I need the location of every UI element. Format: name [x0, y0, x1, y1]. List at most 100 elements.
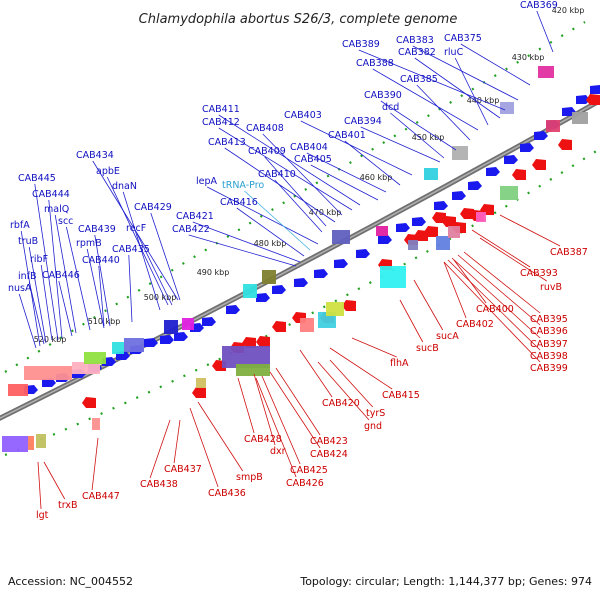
leader-line [414, 57, 501, 119]
gene-label-tyrs: tyrS [366, 408, 385, 419]
leader-line [136, 233, 173, 306]
forward-gene-arrow [314, 269, 328, 278]
leader-line [380, 100, 457, 151]
gene-label-cab434: CAB434 [76, 150, 114, 161]
gene-feature-block [236, 364, 270, 376]
forward-gene-arrow [272, 285, 286, 294]
forward-gene-arrow [396, 223, 410, 232]
leader-line [317, 361, 370, 421]
leader-line [34, 183, 59, 341]
gene-feature-block [243, 284, 257, 298]
reverse-gene-arrow [342, 300, 356, 311]
leader-line [300, 120, 413, 176]
gene-label-rpmb: rpmB [76, 238, 102, 249]
leader-line [344, 140, 401, 186]
gene-label-suca: sucA [436, 331, 459, 342]
leader-line [274, 179, 323, 233]
ruler-tick-520-kbp: 520 kbp [34, 335, 67, 344]
leader-line [173, 419, 181, 464]
leader-line [275, 367, 321, 436]
reverse-gene-arrow [256, 336, 270, 347]
reverse-gene-arrow [558, 139, 572, 150]
gene-feature-block [36, 434, 46, 448]
gene-label-cab390: CAB390 [364, 90, 402, 101]
gene-label-cab395: CAB395 [530, 314, 568, 325]
gene-label-cab415: CAB415 [382, 390, 420, 401]
gene-label-smpb: smpB [236, 472, 263, 483]
forward-gene-arrow [434, 201, 448, 210]
leader-line [218, 127, 353, 211]
leader-line [188, 234, 297, 267]
leader-line [91, 437, 99, 491]
leader-line [244, 190, 311, 251]
gene-label-cab437: CAB437 [164, 464, 202, 475]
gene-label-cab444: CAB444 [32, 189, 70, 200]
gene-feature-block [8, 384, 28, 396]
leader-line [94, 234, 111, 327]
leader-line [451, 257, 541, 339]
gene-feature-block [164, 320, 178, 334]
leader-line [255, 377, 297, 478]
gene-label-cab446: CAB446 [42, 270, 80, 281]
leader-line [40, 264, 53, 341]
gene-label-cab426: CAB426 [286, 478, 324, 489]
gene-label-cab405: CAB405 [294, 154, 332, 165]
forward-gene-arrow [590, 85, 600, 94]
gene-label-cab399: CAB399 [530, 363, 568, 374]
ruler-tick-450-kbp: 450 kbp [412, 133, 445, 142]
leader-line [28, 281, 45, 345]
leader-line [262, 133, 343, 216]
leader-line [98, 265, 105, 327]
forward-gene-arrow [520, 143, 534, 152]
gene-label-cab396: CAB396 [530, 326, 568, 337]
leader-line [360, 126, 441, 163]
gene-label-cab411: CAB411 [202, 104, 240, 115]
gene-label-cab400: CAB400 [476, 304, 514, 315]
leader-line [37, 461, 42, 510]
gene-label-cab420: CAB420 [322, 398, 360, 409]
gene-label-sucb: sucB [416, 343, 439, 354]
leader-line [443, 261, 467, 319]
gene-label-cab435: CAB435 [112, 244, 150, 255]
leader-line [122, 191, 161, 311]
leader-line [269, 371, 321, 449]
gene-label-cab383: CAB383 [396, 35, 434, 46]
forward-gene-arrow [144, 338, 158, 347]
label-leaders [18, 10, 561, 510]
gene-label-nusa: nusA [8, 283, 32, 294]
leader-line [447, 259, 541, 351]
gene-feature-block [300, 318, 314, 332]
gene-feature-block [572, 112, 588, 124]
gene-label-cab385: CAB385 [400, 74, 438, 85]
ruler-tick-440-kbp: 440 kbp [467, 96, 500, 105]
gene-feature-block [124, 338, 144, 352]
forward-gene-arrow [174, 332, 188, 341]
gene-feature-block [500, 102, 514, 114]
gene-label-cab382: CAB382 [398, 47, 436, 58]
forward-gene-arrow [504, 155, 518, 164]
gene-label-dnan: dnaN [112, 181, 137, 192]
leader-line [28, 246, 47, 344]
gene-feature-block [500, 186, 518, 200]
reverse-gene-arrow [272, 321, 286, 332]
gene-label-cab394: CAB394 [344, 116, 382, 127]
leader-line [499, 214, 561, 247]
leader-line [18, 293, 37, 349]
leader-line [351, 337, 397, 358]
gene-feature-block [326, 302, 344, 316]
reverse-gene-arrow [82, 397, 96, 408]
leader-line [454, 57, 489, 126]
gene-label-cab387: CAB387 [550, 247, 588, 258]
leader-line [536, 10, 554, 53]
gene-label-cab445: CAB445 [18, 173, 56, 184]
leader-line [412, 45, 519, 101]
gene-label-cab403: CAB403 [284, 110, 322, 121]
leader-line [460, 43, 531, 86]
leader-line [48, 199, 63, 339]
gene-label-cab439: CAB439 [78, 224, 116, 235]
gene-label-cab410: CAB410 [258, 169, 296, 180]
gene-feature-block [538, 66, 554, 78]
reverse-gene-arrow [414, 230, 428, 241]
gene-label-cab424: CAB424 [310, 449, 348, 460]
